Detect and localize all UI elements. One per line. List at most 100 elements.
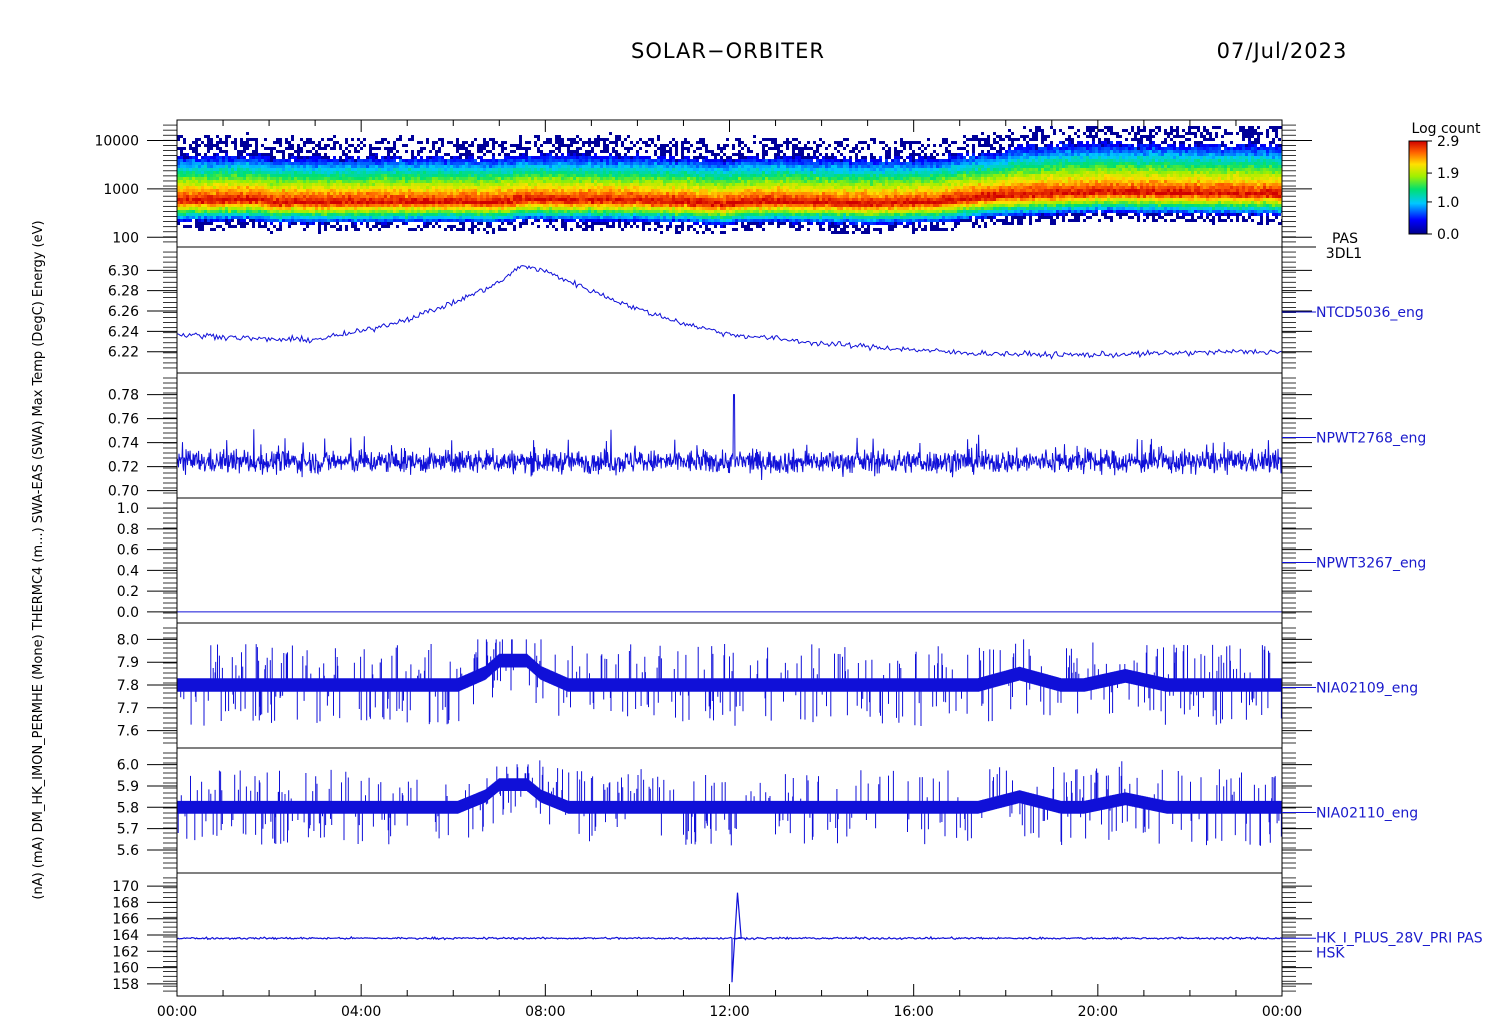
heatmap-cell bbox=[495, 201, 498, 204]
heatmap-cell bbox=[246, 195, 249, 198]
heatmap-cell bbox=[492, 177, 495, 180]
heatmap-cell bbox=[636, 225, 639, 228]
heatmap-cell bbox=[441, 159, 444, 162]
heatmap-cell bbox=[528, 201, 531, 204]
heatmap-cell bbox=[282, 219, 285, 222]
heatmap-cell bbox=[228, 177, 231, 180]
heatmap-cell bbox=[726, 177, 729, 180]
heatmap-cell bbox=[342, 177, 345, 180]
heatmap-cell bbox=[249, 210, 252, 213]
heatmap-cell bbox=[711, 213, 714, 216]
heatmap-cell bbox=[423, 216, 426, 219]
heatmap-cell bbox=[522, 222, 525, 225]
heatmap-cell bbox=[453, 195, 456, 198]
heatmap-cell bbox=[687, 213, 690, 216]
heatmap-cell bbox=[675, 165, 678, 168]
heatmap-cell bbox=[207, 219, 210, 222]
heatmap-cell bbox=[444, 210, 447, 213]
heatmap-cell bbox=[381, 159, 384, 162]
heatmap-cell bbox=[321, 174, 324, 177]
heatmap-cell bbox=[612, 174, 615, 177]
heatmap-cell bbox=[237, 222, 240, 225]
heatmap-cell bbox=[585, 228, 588, 231]
heatmap-cell bbox=[696, 204, 699, 207]
heatmap-cell bbox=[702, 171, 705, 174]
heatmap-cell bbox=[387, 210, 390, 213]
heatmap-cell bbox=[417, 183, 420, 186]
heatmap-cell bbox=[444, 168, 447, 171]
heatmap-cell bbox=[585, 171, 588, 174]
heatmap-cell bbox=[576, 198, 579, 201]
heatmap-cell bbox=[369, 168, 372, 171]
heatmap-cell bbox=[558, 216, 561, 219]
heatmap-cell bbox=[579, 171, 582, 174]
heatmap-cell bbox=[435, 174, 438, 177]
heatmap-cell bbox=[534, 207, 537, 210]
heatmap-cell bbox=[438, 147, 441, 150]
heatmap-cell bbox=[243, 183, 246, 186]
heatmap-cell bbox=[525, 195, 528, 198]
heatmap-cell bbox=[393, 198, 396, 201]
heatmap-cell bbox=[204, 216, 207, 219]
heatmap-cell bbox=[387, 195, 390, 198]
heatmap-cell bbox=[450, 198, 453, 201]
heatmap-cell bbox=[336, 174, 339, 177]
heatmap-cell bbox=[318, 168, 321, 171]
heatmap-cell bbox=[396, 165, 399, 168]
heatmap-cell bbox=[477, 213, 480, 216]
heatmap-cell bbox=[612, 147, 615, 150]
heatmap-cell bbox=[315, 207, 318, 210]
heatmap-cell bbox=[189, 216, 192, 219]
heatmap-cell bbox=[192, 213, 195, 216]
heatmap-cell bbox=[726, 159, 729, 162]
heatmap-cell bbox=[207, 198, 210, 201]
heatmap-cell bbox=[504, 213, 507, 216]
heatmap-cell bbox=[495, 177, 498, 180]
heatmap-cell bbox=[423, 171, 426, 174]
heatmap-cell bbox=[543, 204, 546, 207]
heatmap-cell bbox=[528, 165, 531, 168]
heatmap-cell bbox=[543, 159, 546, 162]
heatmap-cell bbox=[300, 156, 303, 159]
heatmap-cell bbox=[231, 141, 234, 144]
heatmap-cell bbox=[585, 198, 588, 201]
heatmap-cell bbox=[234, 210, 237, 213]
heatmap-cell bbox=[213, 198, 216, 201]
heatmap-cell bbox=[300, 207, 303, 210]
heatmap-cell bbox=[339, 213, 342, 216]
heatmap-cell bbox=[300, 159, 303, 162]
heatmap-cell bbox=[603, 159, 606, 162]
heatmap-cell bbox=[528, 171, 531, 174]
heatmap-cell bbox=[606, 198, 609, 201]
heatmap-cell bbox=[273, 204, 276, 207]
heatmap-cell bbox=[573, 153, 576, 156]
heatmap-cell bbox=[303, 189, 306, 192]
heatmap-cell bbox=[669, 219, 672, 222]
heatmap-cell bbox=[531, 171, 534, 174]
heatmap-cell bbox=[528, 174, 531, 177]
heatmap-cell bbox=[666, 228, 669, 231]
heatmap-cell bbox=[459, 186, 462, 189]
heatmap-cell bbox=[501, 174, 504, 177]
heatmap-cell bbox=[471, 213, 474, 216]
heatmap-cell bbox=[738, 183, 741, 186]
heatmap-cell bbox=[663, 207, 666, 210]
heatmap-cell bbox=[192, 204, 195, 207]
heatmap-cell bbox=[612, 141, 615, 144]
heatmap-cell bbox=[345, 189, 348, 192]
heatmap-cell bbox=[567, 183, 570, 186]
heatmap-cell bbox=[459, 174, 462, 177]
heatmap-cell bbox=[270, 162, 273, 165]
heatmap-cell bbox=[435, 156, 438, 159]
heatmap-cell bbox=[396, 168, 399, 171]
heatmap-cell bbox=[543, 210, 546, 213]
heatmap-cell bbox=[321, 156, 324, 159]
heatmap-cell bbox=[681, 225, 684, 228]
heatmap-cell bbox=[681, 213, 684, 216]
heatmap-cell bbox=[618, 177, 621, 180]
heatmap-cell bbox=[315, 201, 318, 204]
heatmap-cell bbox=[465, 141, 468, 144]
heatmap-cell bbox=[357, 180, 360, 183]
heatmap-cell bbox=[360, 165, 363, 168]
heatmap-cell bbox=[438, 225, 441, 228]
